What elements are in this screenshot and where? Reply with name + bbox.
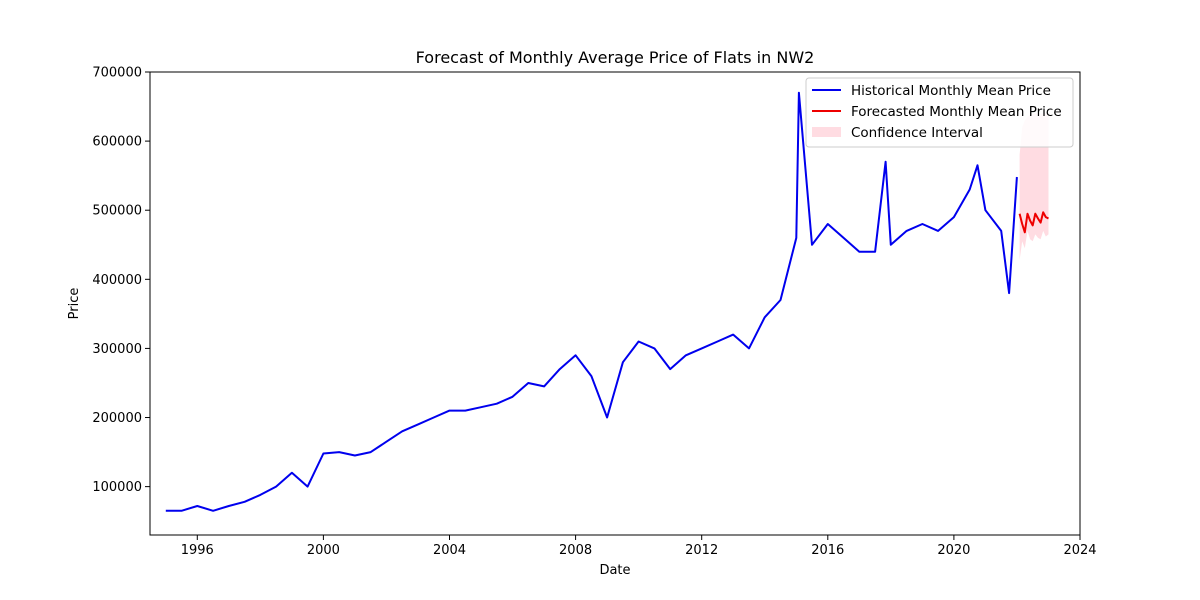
x-axis-label: Date [599, 563, 630, 578]
chart-title: Forecast of Monthly Average Price of Fla… [416, 48, 815, 67]
plot-area [165, 91, 1049, 512]
legend-label: Forecasted Monthly Mean Price [851, 104, 1062, 120]
legend-label: Confidence Interval [851, 125, 983, 141]
x-tick-label: 2000 [307, 543, 340, 558]
legend: Historical Monthly Mean Price Forecasted … [805, 77, 1074, 148]
x-tick-label: 2020 [937, 543, 970, 558]
x-tick-label: 2008 [559, 543, 592, 558]
forecast-price-line [1018, 211, 1049, 234]
x-tick-label: 1996 [181, 543, 214, 558]
historical-price-line [165, 91, 1018, 512]
y-tick-label: 400000 [92, 273, 142, 288]
legend-label: Historical Monthly Mean Price [851, 83, 1051, 99]
x-axis: 1996 2000 2004 2008 2012 2016 2020 2024 [181, 535, 1097, 558]
axes-frame [149, 71, 1081, 536]
x-tick-label: 2016 [811, 543, 844, 558]
y-tick-label: 300000 [92, 342, 142, 357]
x-tick-label: 2024 [1063, 543, 1096, 558]
y-axis: 100000 200000 300000 400000 500000 600000 7000… [92, 66, 150, 495]
y-tick-label: 600000 [92, 135, 142, 150]
y-tick-label: 200000 [92, 411, 142, 426]
legend-box [805, 77, 1074, 148]
x-tick-label: 2012 [685, 543, 718, 558]
y-tick-label: 500000 [92, 204, 142, 219]
y-axis-label: Price [67, 288, 82, 320]
y-tick-label: 100000 [92, 480, 142, 495]
y-tick-label: 700000 [92, 66, 142, 81]
legend-swatch-confidence-interval [812, 127, 841, 137]
x-tick-label: 2004 [433, 543, 466, 558]
